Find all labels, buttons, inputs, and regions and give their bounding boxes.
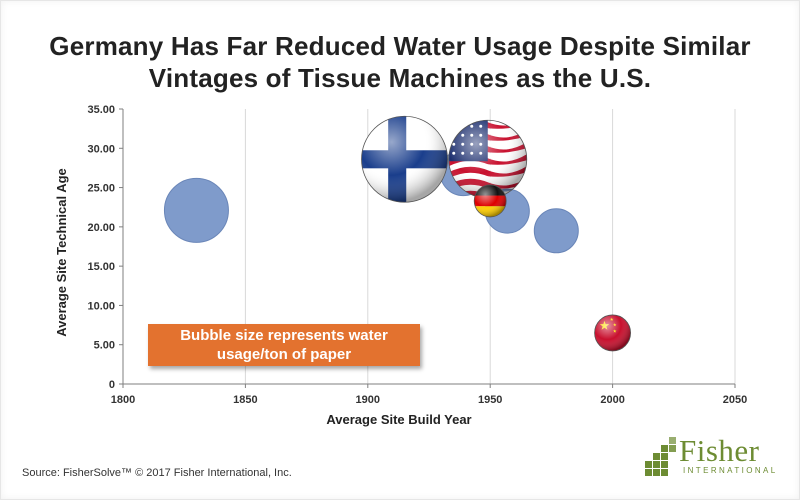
- germany-flag-bubble: [473, 184, 507, 218]
- china-flag-bubble: [594, 314, 631, 352]
- x-tick-label: 1800: [111, 394, 135, 406]
- y-axis-label: Average Site Technical Age: [54, 168, 69, 337]
- chart-title-line-2: Vintages of Tissue Machines as the U.S.: [148, 63, 652, 93]
- y-tick-label: 10.00: [87, 300, 115, 312]
- y-tick-label: 25.00: [87, 183, 115, 195]
- chart-title-line-1: Germany Has Far Reduced Water Usage Desp…: [49, 31, 751, 61]
- source-note: Source: FisherSolve™ © 2017 Fisher Inter…: [22, 467, 292, 479]
- chart-title: Germany Has Far Reduced Water Usage Desp…: [0, 30, 800, 94]
- y-tick-label: 30.00: [87, 143, 115, 155]
- y-tick-label: 0: [109, 379, 115, 391]
- bubble-shape: [163, 177, 229, 243]
- logo-subtitle: INTERNATIONAL: [683, 466, 778, 475]
- x-tick-label: 1950: [478, 394, 502, 406]
- fisher-logo: Fisher INTERNATIONAL: [643, 433, 775, 477]
- bubble: [533, 208, 579, 254]
- y-tick-label: 5.00: [94, 340, 115, 352]
- fisher-logo-mark-icon: [645, 437, 676, 476]
- bubble: [163, 177, 229, 243]
- logo-word: Fisher: [679, 433, 760, 468]
- bubble-shape: [533, 208, 579, 254]
- y-tick-label: 15.00: [87, 261, 115, 273]
- x-axis-label: Average Site Build Year: [326, 412, 471, 427]
- x-tick-label: 2050: [723, 394, 747, 406]
- x-tick-label: 1850: [233, 394, 257, 406]
- finland-flag-bubble: [361, 115, 448, 203]
- bubble-size-callout: Bubble size represents water usage/ton o…: [148, 324, 420, 366]
- x-tick-label: 1900: [356, 394, 380, 406]
- y-tick-label: 20.00: [87, 222, 115, 234]
- x-tick-label: 2000: [600, 394, 624, 406]
- usa-flag-bubble: [448, 119, 528, 199]
- y-tick-label: 35.00: [87, 104, 115, 116]
